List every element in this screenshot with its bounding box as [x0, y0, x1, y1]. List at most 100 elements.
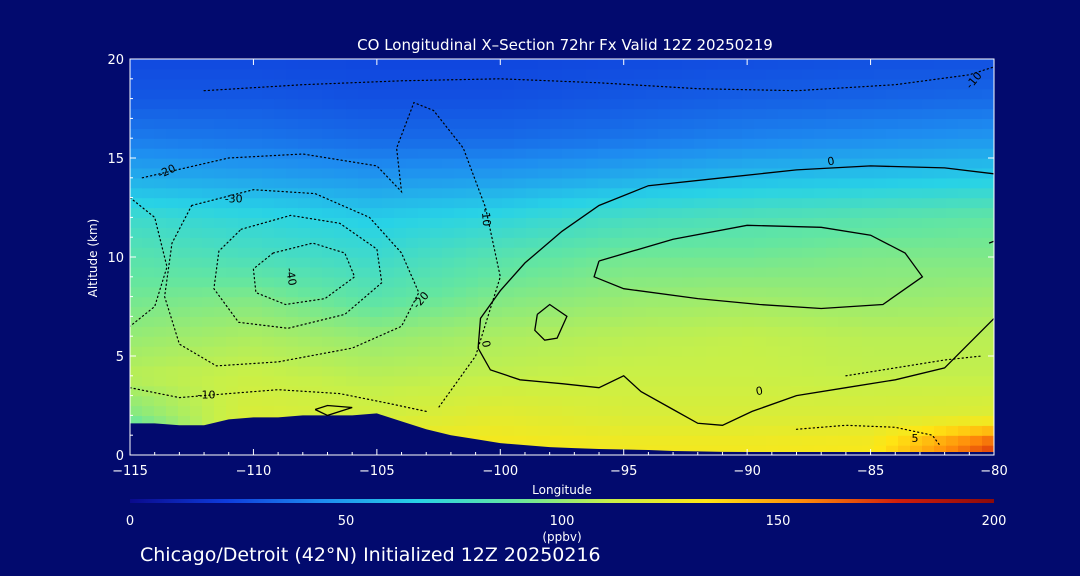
field-cell — [310, 108, 323, 119]
field-cell — [238, 128, 251, 139]
field-cell — [322, 128, 335, 139]
field-cell — [442, 88, 455, 100]
field-cell — [274, 187, 287, 199]
field-cell — [406, 385, 419, 397]
field-cell — [730, 247, 743, 258]
field-cell — [382, 276, 395, 288]
field-cell — [178, 108, 191, 119]
field-cell — [610, 385, 623, 397]
field-cell — [802, 276, 815, 288]
field-cell — [574, 207, 587, 218]
field-cell — [970, 346, 983, 357]
field-cell — [874, 118, 887, 129]
field-cell — [922, 336, 935, 347]
field-cell — [778, 59, 791, 70]
field-cell — [922, 306, 935, 317]
field-cell — [418, 148, 431, 159]
field-cell — [262, 227, 275, 238]
field-cell — [862, 306, 875, 317]
field-cell — [562, 227, 575, 238]
field-cell — [250, 217, 263, 228]
field-cell — [622, 395, 635, 407]
field-cell — [946, 108, 959, 119]
field-cell — [370, 128, 383, 139]
field-cell — [298, 138, 311, 149]
contour-label: 0 — [479, 339, 493, 348]
field-cell — [838, 286, 851, 298]
field-cell — [190, 128, 203, 139]
field-cell — [478, 108, 491, 119]
field-cell — [538, 98, 551, 110]
field-cell — [478, 98, 491, 110]
field-cell — [586, 227, 599, 238]
field-cell — [454, 286, 467, 298]
field-cell — [274, 306, 287, 317]
field-cell — [910, 247, 923, 258]
field-cell — [442, 286, 455, 298]
field-cell — [934, 148, 947, 159]
field-cell — [490, 138, 503, 149]
field-cell — [862, 207, 875, 218]
field-cell — [394, 365, 407, 377]
field-cell — [634, 207, 647, 218]
field-cell — [226, 237, 239, 248]
field-cell — [250, 395, 263, 407]
field-cell — [190, 346, 203, 357]
field-cell — [466, 296, 479, 308]
field-cell — [862, 148, 875, 159]
field-cell — [190, 197, 203, 209]
field-cell — [274, 128, 287, 139]
field-cell — [778, 78, 791, 90]
colorbar-tick-label: 0 — [126, 514, 134, 529]
field-cell — [514, 425, 527, 436]
field-cell — [742, 296, 755, 308]
field-cell — [694, 365, 707, 377]
field-cell — [838, 375, 851, 387]
field-cell — [742, 68, 755, 80]
field-cell — [982, 445, 994, 455]
field-cell — [718, 237, 731, 248]
field-cell — [190, 395, 203, 407]
field-cell — [682, 148, 695, 159]
field-cell — [406, 336, 419, 347]
field-cell — [166, 286, 179, 298]
field-cell — [466, 207, 479, 218]
field-cell — [706, 88, 719, 100]
field-cell — [286, 316, 299, 327]
field-cell — [754, 346, 767, 357]
field-cell — [502, 108, 515, 119]
field-cell — [430, 286, 443, 298]
field-cell — [982, 346, 994, 357]
field-cell — [238, 59, 251, 70]
field-cell — [202, 138, 215, 149]
field-cell — [970, 138, 983, 149]
field-cell — [406, 167, 419, 179]
field-cell — [706, 365, 719, 377]
field-cell — [682, 177, 695, 189]
field-cell — [610, 296, 623, 308]
field-cell — [730, 138, 743, 149]
field-cell — [490, 88, 503, 100]
field-cell — [934, 395, 947, 407]
field-cell — [610, 138, 623, 149]
field-cell — [406, 177, 419, 189]
field-cell — [298, 78, 311, 90]
field-cell — [226, 257, 239, 268]
field-cell — [814, 435, 827, 446]
field-cell — [526, 346, 539, 357]
field-cell — [502, 118, 515, 129]
field-cell — [958, 405, 971, 416]
field-cell — [526, 247, 539, 258]
field-cell — [766, 197, 779, 209]
field-cell — [154, 78, 167, 90]
field-cell — [286, 88, 299, 100]
field-cell — [214, 375, 227, 387]
field-cell — [250, 326, 263, 337]
field-cell — [514, 128, 527, 139]
field-cell — [910, 187, 923, 199]
field-cell — [130, 217, 143, 228]
field-cell — [262, 336, 275, 347]
field-cell — [634, 78, 647, 90]
field-cell — [802, 88, 815, 100]
field-cell — [910, 445, 923, 455]
